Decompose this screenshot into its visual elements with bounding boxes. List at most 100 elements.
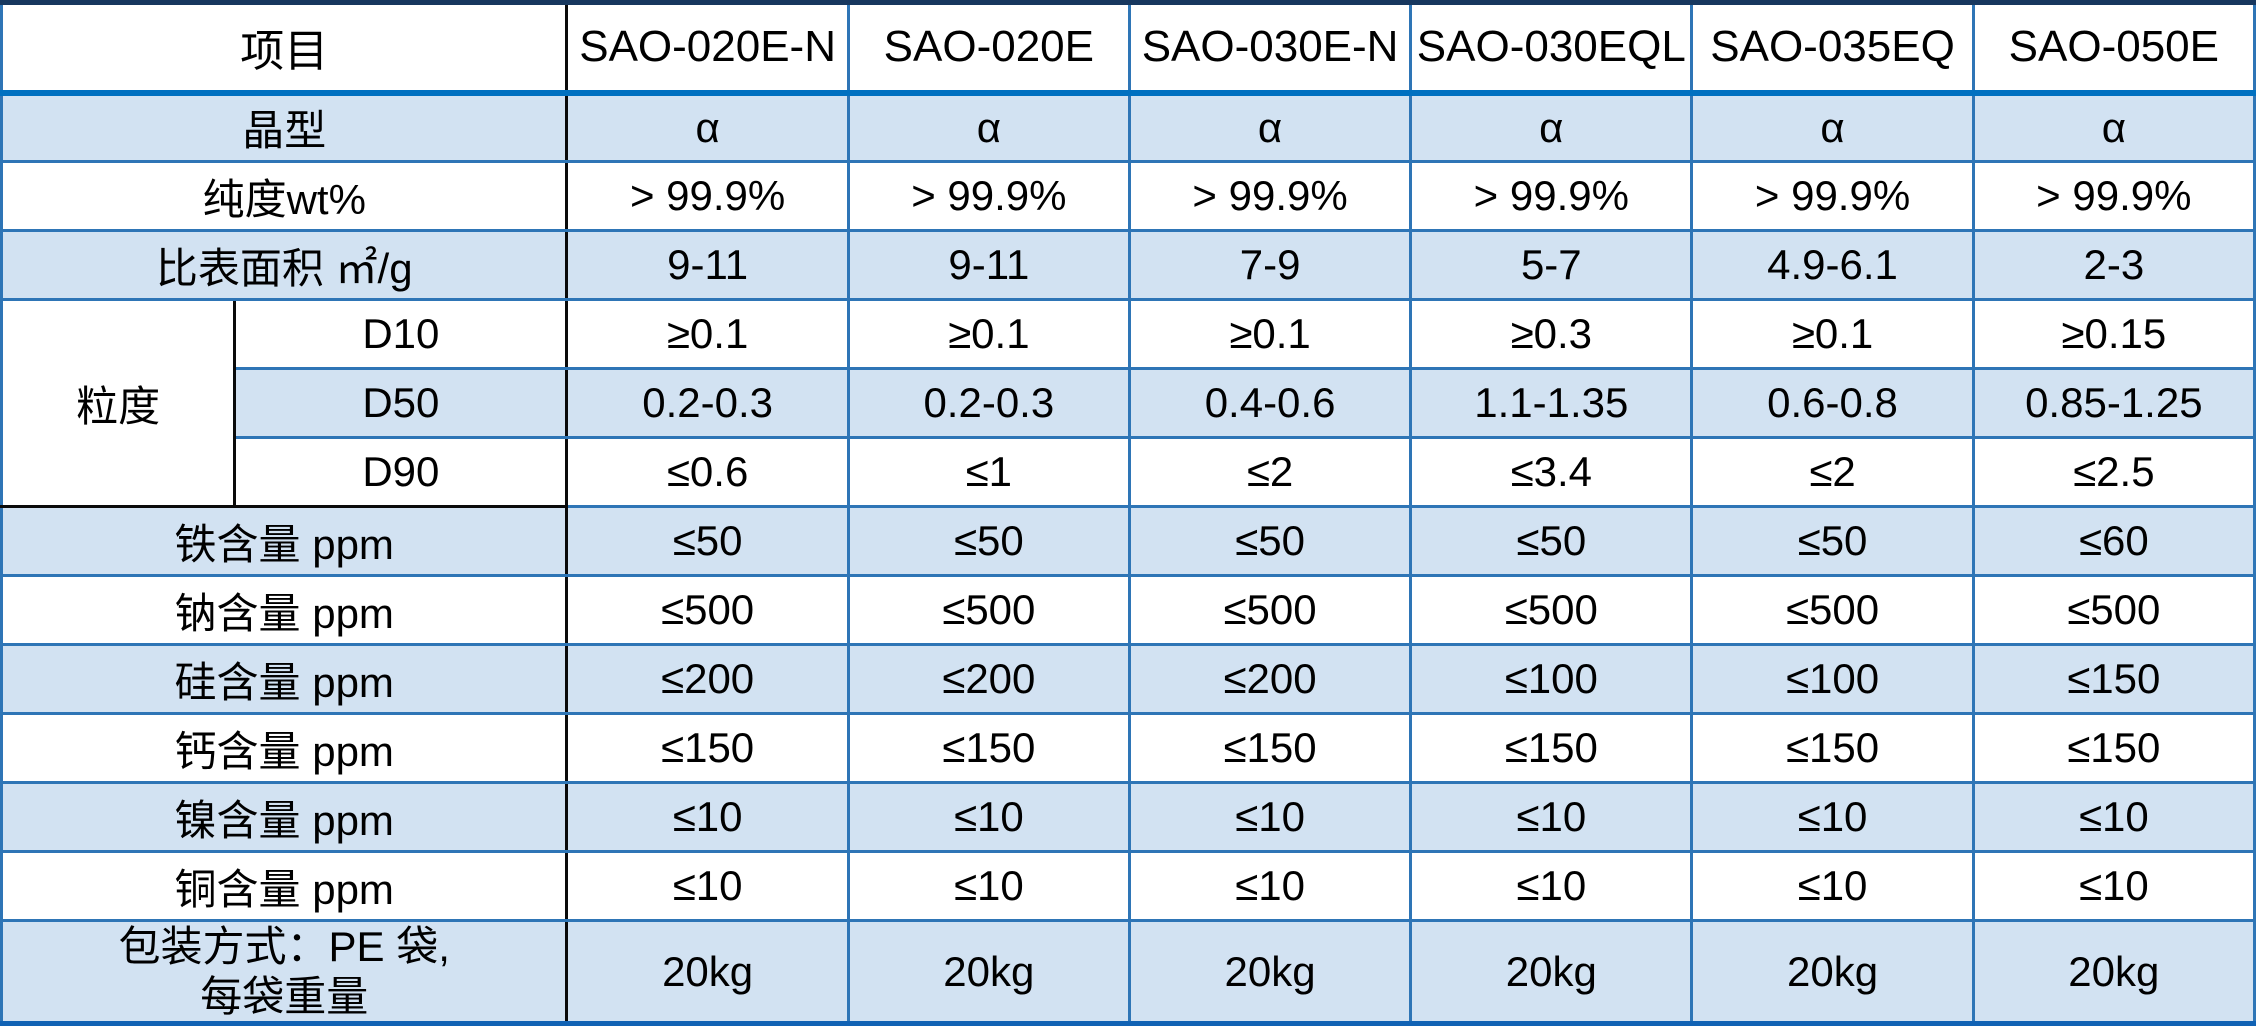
header-row: 项目 SAO-020E-N SAO-020E SAO-030E-N SAO-03… (0, 1, 2256, 96)
table-cell: ≤10 (1127, 781, 1413, 853)
row-nickel-content: 镍含量 ppm ≤10 ≤10 ≤10 ≤10 ≤10 ≤10 (0, 781, 2256, 853)
table-cell: > 99.9% (846, 160, 1131, 232)
row-particle-size-d50: D50 0.2-0.3 0.2-0.3 0.4-0.6 1.1-1.35 0.6… (2, 367, 2256, 439)
table-cell: ≥0.1 (846, 298, 1131, 370)
header-product-name: SAO-030EQL (1409, 1, 1694, 96)
table-cell: ≤10 (1409, 781, 1694, 853)
row-sodium-content: 钠含量 ppm ≤500 ≤500 ≤500 ≤500 ≤500 ≤500 (0, 574, 2256, 646)
table-cell: ≤150 (565, 712, 850, 784)
table-cell: 0.4-0.6 (1127, 367, 1413, 439)
row-label: 钙含量 ppm (0, 712, 569, 784)
table-cell: 0.2-0.3 (565, 367, 850, 439)
table-cell: ≤500 (846, 574, 1131, 646)
table-cell: ≤200 (565, 643, 850, 715)
table-cell: ≤10 (1127, 850, 1413, 922)
table-cell: ≥0.15 (1971, 298, 2256, 370)
table-cell: ≤10 (1690, 850, 1975, 922)
header-product-name: SAO-050E (1971, 1, 2256, 96)
table-cell: ≤10 (846, 850, 1131, 922)
row-label: 铜含量 ppm (0, 850, 569, 922)
table-cell: ≤50 (1690, 505, 1975, 577)
table-cell: ≤200 (846, 643, 1131, 715)
table-cell: ≥0.1 (1690, 298, 1975, 370)
table-cell: ≤500 (1409, 574, 1694, 646)
row-label: 钠含量 ppm (0, 574, 569, 646)
row-label: 硅含量 ppm (0, 643, 569, 715)
table-cell: ≤10 (846, 781, 1131, 853)
table-cell: ≤150 (846, 712, 1131, 784)
table-cell: ≤500 (1127, 574, 1413, 646)
row-copper-content: 铜含量 ppm ≤10 ≤10 ≤10 ≤10 ≤10 ≤10 (0, 850, 2256, 922)
table-cell: ≤3.4 (1409, 436, 1694, 508)
table-cell: > 99.9% (565, 160, 850, 232)
header-product-name: SAO-030E-N (1127, 1, 1413, 96)
row-label: 铁含量 ppm (0, 505, 569, 577)
table-cell: ≤150 (1127, 712, 1413, 784)
table-cell: α (1690, 91, 1975, 163)
table-cell: ≤10 (1971, 781, 2256, 853)
row-crystal-type: 晶型 α α α α α α (0, 91, 2256, 163)
table-cell: ≤150 (1971, 643, 2256, 715)
row-label: D50 (233, 367, 569, 439)
particle-size-group-label: 粒度 (0, 298, 237, 508)
table-cell: 20kg (1971, 918, 2256, 1026)
row-packing: 包装方式：PE 袋, 每袋重量 20kg 20kg 20kg 20kg 20kg… (0, 918, 2256, 1026)
row-label: D90 (233, 436, 569, 508)
table-cell: ≤100 (1690, 643, 1975, 715)
row-label: 比表面积 ㎡/g (0, 229, 569, 301)
packing-label-line2: 每袋重量 (200, 972, 369, 1020)
table-cell: ≤10 (565, 850, 850, 922)
row-purity: 纯度wt% > 99.9% > 99.9% > 99.9% > 99.9% > … (0, 160, 2256, 232)
table-cell: α (1127, 91, 1413, 163)
row-particle-size-d10: 粒度 D10 ≥0.1 ≥0.1 ≥0.1 ≥0.3 ≥0.1 ≥0.15 (0, 298, 2256, 508)
table-cell: α (1971, 91, 2256, 163)
row-iron-content: 铁含量 ppm ≤50 ≤50 ≤50 ≤50 ≤50 ≤60 (0, 505, 2256, 577)
table-cell: > 99.9% (1409, 160, 1694, 232)
packing-label-line1: 包装方式：PE 袋, (118, 923, 450, 970)
table-cell: > 99.9% (1690, 160, 1975, 232)
table-cell: > 99.9% (1127, 160, 1413, 232)
table-cell: ≥0.1 (1127, 298, 1413, 370)
table-cell: ≥0.1 (565, 298, 850, 370)
table-cell: 7-9 (1127, 229, 1413, 301)
table-cell: 5-7 (1409, 229, 1694, 301)
row-particle-size-d90: D90 ≤0.6 ≤1 ≤2 ≤3.4 ≤2 ≤2.5 (2, 436, 2256, 508)
table-cell: 0.85-1.25 (1971, 367, 2256, 439)
table-cell: α (846, 91, 1131, 163)
table-cell: ≤1 (846, 436, 1131, 508)
row-label: 晶型 (0, 91, 569, 163)
table-cell: 9-11 (846, 229, 1131, 301)
table-cell: ≤150 (1409, 712, 1694, 784)
header-product-name: SAO-020E-N (565, 1, 850, 96)
table-cell: ≤500 (1690, 574, 1975, 646)
table-cell: ≤150 (1690, 712, 1975, 784)
row-label: 镍含量 ppm (0, 781, 569, 853)
table-cell: > 99.9% (1971, 160, 2256, 232)
table-cell: ≤2 (1127, 436, 1413, 508)
table-cell: ≤2 (1690, 436, 1975, 508)
table-cell: ≤10 (565, 781, 850, 853)
table-cell: ≤10 (1971, 850, 2256, 922)
row-label: D10 (233, 298, 569, 370)
table-cell: ≤10 (1690, 781, 1975, 853)
header-product-name: SAO-035EQ (1690, 1, 1975, 96)
table-cell: ≥0.3 (1409, 298, 1694, 370)
table-cell: α (565, 91, 850, 163)
table-cell: 20kg (1690, 918, 1975, 1026)
table-cell: 20kg (1409, 918, 1694, 1026)
table-cell: ≤50 (1127, 505, 1413, 577)
row-calcium-content: 钙含量 ppm ≤150 ≤150 ≤150 ≤150 ≤150 ≤150 (0, 712, 2256, 784)
table-cell: ≤500 (565, 574, 850, 646)
table-cell: ≤100 (1409, 643, 1694, 715)
header-item-label: 项目 (0, 1, 569, 96)
table-cell: ≤60 (1971, 505, 2256, 577)
table-cell: α (1409, 91, 1694, 163)
table-cell: 4.9-6.1 (1690, 229, 1975, 301)
table-cell: 20kg (1127, 918, 1413, 1026)
table-cell: ≤500 (1971, 574, 2256, 646)
table-cell: 0.6-0.8 (1690, 367, 1975, 439)
table-cell: 9-11 (565, 229, 850, 301)
header-product-name: SAO-020E (846, 1, 1131, 96)
table-cell: ≤50 (1409, 505, 1694, 577)
row-label: 纯度wt% (0, 160, 569, 232)
